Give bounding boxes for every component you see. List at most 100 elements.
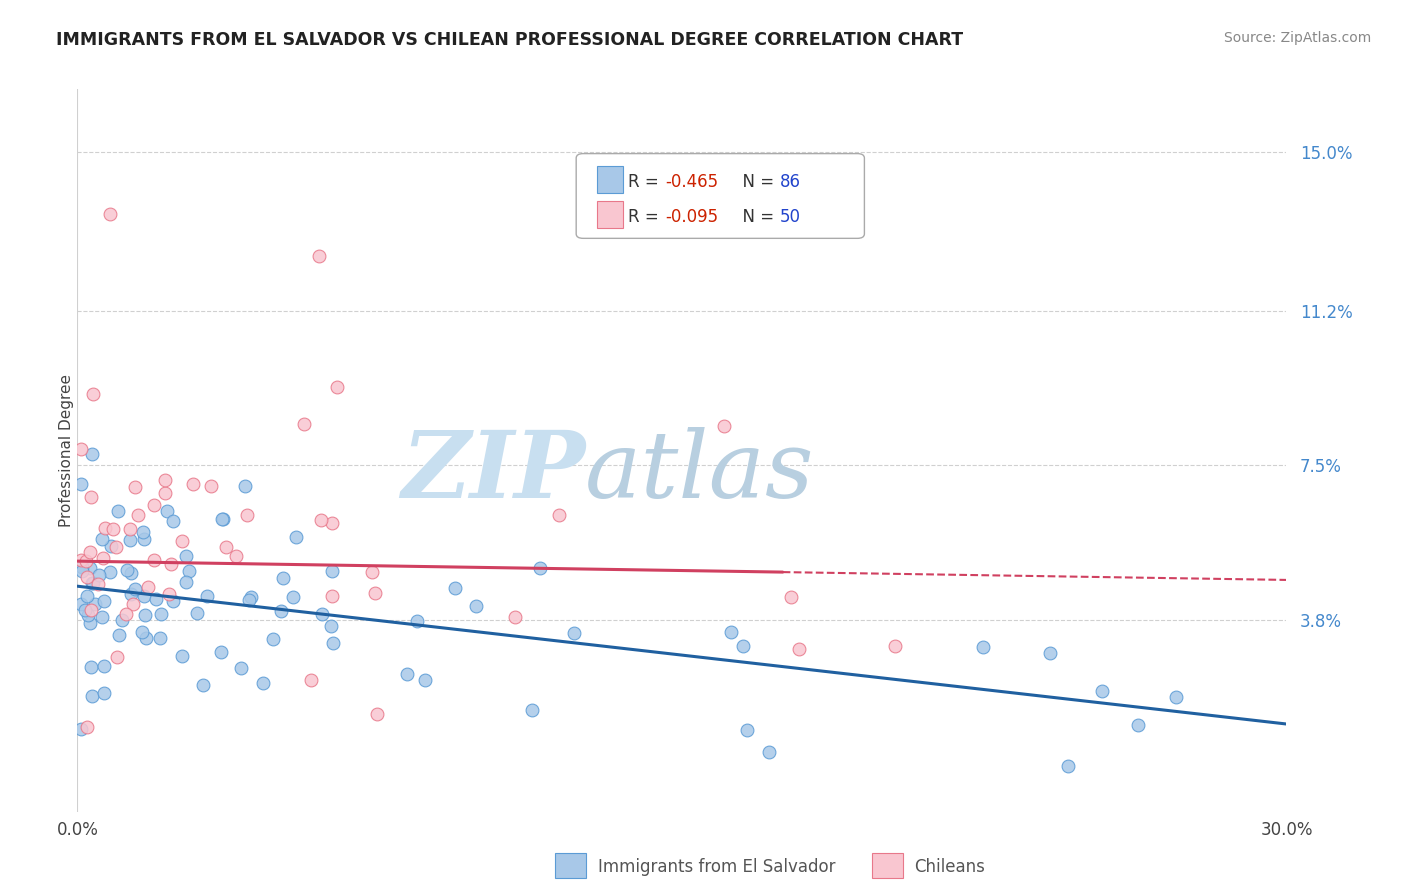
Point [104,541,127,555]
Point [80,689,103,703]
Point [82,447,104,461]
Point [181,477,204,491]
Point [91,610,114,624]
Point [1039,646,1062,660]
Text: 50: 50 [780,208,801,227]
Point [157,587,180,601]
Point [562,625,585,640]
Point [292,417,315,432]
Point [364,586,387,600]
Text: N =: N = [733,173,779,191]
Point [366,707,388,722]
Point [73,603,96,617]
Point [405,614,427,628]
Point [70,477,93,491]
Point [1126,717,1149,731]
Point [170,534,193,549]
Point [1091,683,1114,698]
Point [209,645,232,659]
Point [195,589,218,603]
Point [413,673,436,687]
Text: ZIP: ZIP [401,427,585,517]
Text: 86: 86 [780,173,801,191]
Point [70,553,93,567]
Point [160,557,183,571]
Point [235,479,257,493]
Point [143,499,166,513]
Point [75,554,97,568]
Point [170,648,193,663]
Point [132,524,155,539]
Point [238,593,260,607]
Point [94,521,117,535]
Point [107,503,129,517]
Point [319,618,342,632]
Point [262,632,284,647]
Point [98,207,121,221]
Point [79,603,101,617]
Text: -0.465: -0.465 [665,173,718,191]
Point [299,673,322,688]
Point [883,639,905,653]
Point [120,587,142,601]
Point [149,631,172,645]
Text: N =: N = [733,208,779,227]
Point [271,571,294,585]
Point [136,581,159,595]
Point [193,678,215,692]
Point [79,561,101,575]
Point [103,523,125,537]
Point [212,512,235,526]
Point [395,666,418,681]
Point [76,570,98,584]
Point [87,576,110,591]
Point [70,722,93,736]
Point [236,508,259,522]
Point [118,533,141,547]
Point [115,563,138,577]
Text: Immigrants from El Salvador: Immigrants from El Salvador [598,858,835,876]
Text: Source: ZipAtlas.com: Source: ZipAtlas.com [1223,31,1371,45]
Point [80,491,103,505]
Point [444,582,467,596]
Point [548,508,571,522]
Text: Chileans: Chileans [914,858,984,876]
Point [105,650,128,665]
Point [76,720,98,734]
Point [465,599,488,613]
Point [83,598,105,612]
Point [174,575,197,590]
Point [70,560,93,574]
Point [120,566,142,580]
Point [100,539,122,553]
Point [149,607,172,622]
Point [110,613,132,627]
Point [361,565,384,579]
Point [162,594,184,608]
Y-axis label: Professional Degree: Professional Degree [59,374,73,527]
Point [93,594,115,608]
Point [321,516,343,530]
Point [70,442,93,456]
Point [326,380,349,394]
Point [114,607,136,621]
Point [118,522,141,536]
Point [225,549,247,564]
Point [252,676,274,690]
Text: atlas: atlas [585,427,814,517]
Point [713,419,735,434]
Point [70,598,93,612]
Point [780,590,803,604]
Point [787,642,810,657]
Point [132,533,155,547]
Point [91,533,114,547]
Point [100,565,122,579]
Point [124,480,146,494]
Point [124,582,146,597]
Point [143,553,166,567]
Point [162,514,184,528]
Point [215,540,238,554]
Point [308,249,330,263]
Point [309,513,332,527]
Text: -0.095: -0.095 [665,208,718,227]
